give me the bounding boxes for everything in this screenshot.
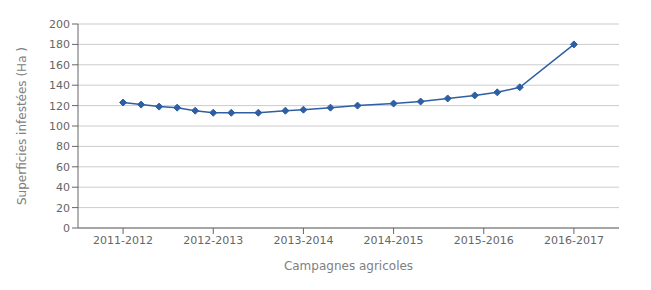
svg-text:Campagnes agricoles: Campagnes agricoles xyxy=(284,259,413,273)
svg-text:40: 40 xyxy=(56,181,70,194)
svg-text:2013-2014: 2013-2014 xyxy=(273,234,333,247)
svg-text:200: 200 xyxy=(49,18,70,31)
svg-text:120: 120 xyxy=(49,100,70,113)
svg-text:2011-2012: 2011-2012 xyxy=(93,234,153,247)
svg-text:140: 140 xyxy=(49,79,70,92)
svg-text:2012-2013: 2012-2013 xyxy=(183,234,243,247)
svg-text:80: 80 xyxy=(56,140,70,153)
svg-text:160: 160 xyxy=(49,59,70,72)
svg-text:2015-2016: 2015-2016 xyxy=(454,234,514,247)
svg-text:180: 180 xyxy=(49,38,70,51)
svg-text:20: 20 xyxy=(56,202,70,215)
svg-text:2014-2015: 2014-2015 xyxy=(364,234,424,247)
svg-text:Superficies infestées (Ha ): Superficies infestées (Ha ) xyxy=(15,47,29,205)
svg-text:0: 0 xyxy=(63,222,70,235)
svg-text:60: 60 xyxy=(56,161,70,174)
svg-text:100: 100 xyxy=(49,120,70,133)
svg-text:2016-2017: 2016-2017 xyxy=(544,234,604,247)
